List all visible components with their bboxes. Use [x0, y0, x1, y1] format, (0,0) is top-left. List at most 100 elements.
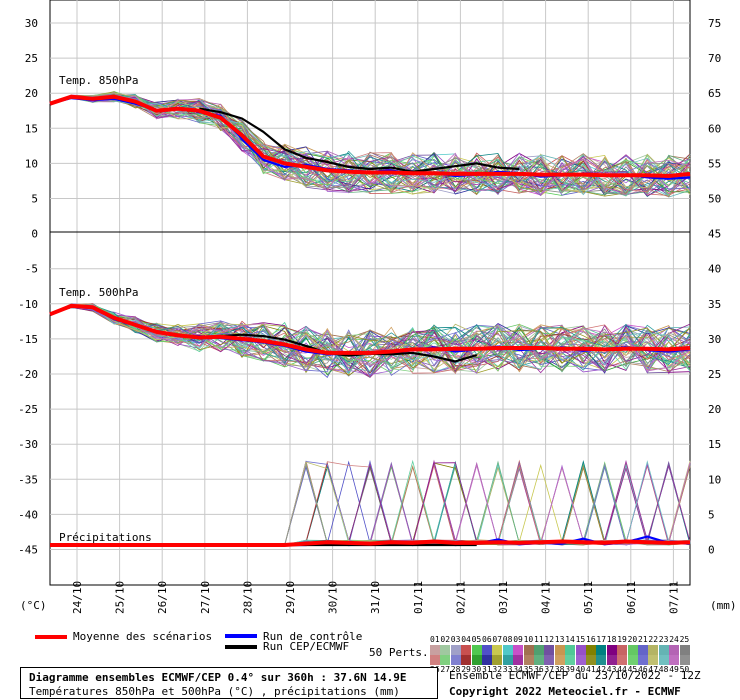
pert-swatch-22	[648, 645, 659, 655]
left-tick-label: -15	[18, 333, 38, 346]
left-tick-label: 10	[25, 157, 38, 170]
right-tick-label: 20	[708, 403, 721, 416]
series-oper-850	[199, 107, 520, 173]
pert-number-45: 45	[627, 665, 638, 674]
footer-copyright: Copyright 2022 Meteociel.fr - ECMWF	[449, 685, 681, 698]
right-tick-label: 40	[708, 263, 721, 276]
pert-swatch-21	[638, 645, 648, 655]
main-series	[49, 94, 691, 547]
legend-mean-label: Moyenne des scénarios	[73, 630, 213, 643]
pert-number-04: 04	[461, 635, 471, 644]
pert-swatch-11	[534, 645, 544, 655]
pert-number-12: 12	[544, 635, 555, 644]
pert-swatch-07	[492, 645, 503, 655]
pert-swatch-13	[554, 645, 565, 655]
pert-swatch-33	[502, 655, 513, 665]
left-tick-label: -25	[18, 403, 38, 416]
pert-number-13: 13	[554, 635, 565, 644]
right-tick-label: 5	[708, 508, 715, 521]
left-tick-label: 30	[25, 17, 38, 30]
pert-number-41: 41	[586, 665, 596, 674]
pert-number-11: 11	[534, 635, 544, 644]
left-tick-label: -45	[18, 544, 38, 557]
pert-line-850	[49, 96, 691, 195]
pert-swatch-37	[544, 655, 555, 665]
left-tick-label: -5	[25, 263, 38, 276]
legend-control-label: Run de contrôle	[263, 630, 363, 643]
pert-number-43: 43	[606, 665, 617, 674]
series-mean-precip	[50, 539, 691, 547]
pert-number-31: 31	[482, 665, 492, 674]
pert-number-46: 46	[638, 665, 648, 674]
pert-swatch-31	[482, 655, 492, 665]
pert-swatch-41	[586, 655, 596, 665]
pert-number-02: 02	[440, 635, 451, 644]
right-tick-label: 55	[708, 157, 721, 170]
pert-swatch-09	[513, 645, 524, 655]
right-tick-label: 0	[708, 544, 715, 557]
pert-number-09: 09	[513, 635, 523, 644]
grid	[50, 0, 690, 585]
pert-swatch-42	[596, 655, 607, 665]
pert-number-40: 40	[575, 665, 586, 674]
pert-swatch-23	[658, 645, 669, 655]
pert-swatch-29	[461, 655, 472, 665]
date-tick-label: 02/11	[454, 581, 467, 614]
right-tick-label: 75	[708, 17, 721, 30]
footer-run-info: Ensemble ECMWF/CEP du 23/10/2022 - 12Z	[449, 669, 701, 682]
pert-number-47: 47	[648, 665, 659, 674]
legend-oper-label: Run CEP/ECMWF	[263, 640, 350, 653]
panel-label-precip: Précipitations	[59, 531, 152, 544]
right-tick-label: 35	[708, 298, 721, 311]
pert-number-24: 24	[669, 635, 679, 644]
pert-swatch-35	[523, 655, 534, 665]
pert-swatch-28	[450, 655, 461, 665]
date-tick-label: 05/11	[582, 581, 595, 614]
pert-number-08: 08	[502, 635, 513, 644]
pert-number-14: 14	[565, 635, 575, 644]
pert-number-21: 21	[638, 635, 648, 644]
pert-swatch-34	[513, 655, 524, 665]
series-oper-500	[220, 333, 478, 363]
pert-number-22: 22	[648, 635, 659, 644]
pert-swatch-05	[471, 645, 482, 655]
pert-number-49: 49	[669, 665, 679, 674]
pert-swatch-39	[565, 655, 576, 665]
pert-number-38: 38	[554, 665, 565, 674]
date-tick-label: 24/10	[71, 581, 84, 614]
pert-number-35: 35	[523, 665, 534, 674]
date-tick-label: 07/11	[667, 581, 680, 614]
pert-swatch-30	[471, 655, 482, 665]
pert-number-44: 44	[617, 665, 627, 674]
pert-line-850	[49, 96, 691, 193]
right-tick-label: 30	[708, 333, 721, 346]
pert-line-850	[49, 95, 691, 195]
pert-swatch-44	[617, 655, 628, 665]
left-tick-label: 20	[25, 87, 38, 100]
pert-number-10: 10	[523, 635, 534, 644]
left-tick-label: -20	[18, 368, 38, 381]
left-tick-label: 5	[31, 193, 38, 206]
pert-number-01: 01	[430, 635, 440, 644]
pert-number-30: 30	[471, 665, 482, 674]
pert-swatch-06	[482, 645, 492, 655]
date-tick-label: 25/10	[114, 581, 127, 614]
pert-number-18: 18	[606, 635, 617, 644]
footer-box: Diagramme ensembles ECMWF/CEP 0.4° sur 3…	[20, 667, 438, 699]
pert-swatch-49	[669, 655, 680, 665]
pert-swatch-40	[575, 655, 586, 665]
pert-line-500	[49, 303, 691, 373]
left-tick-label: -30	[18, 438, 38, 451]
left-tick-label: -35	[18, 473, 38, 486]
left-tick-label: 0	[31, 228, 38, 241]
pert-number-20: 20	[627, 635, 638, 644]
pert-line-500	[49, 306, 691, 374]
pert-swatch-04	[461, 645, 472, 655]
footer-subtitle: Températures 850hPa et 500hPa (°C) , pré…	[29, 685, 400, 698]
pert-swatch-15	[575, 645, 586, 655]
pert-number-50: 50	[679, 665, 690, 674]
pert-number-06: 06	[482, 635, 492, 644]
right-tick-label: 70	[708, 52, 721, 65]
pert-swatch-01	[430, 645, 440, 655]
